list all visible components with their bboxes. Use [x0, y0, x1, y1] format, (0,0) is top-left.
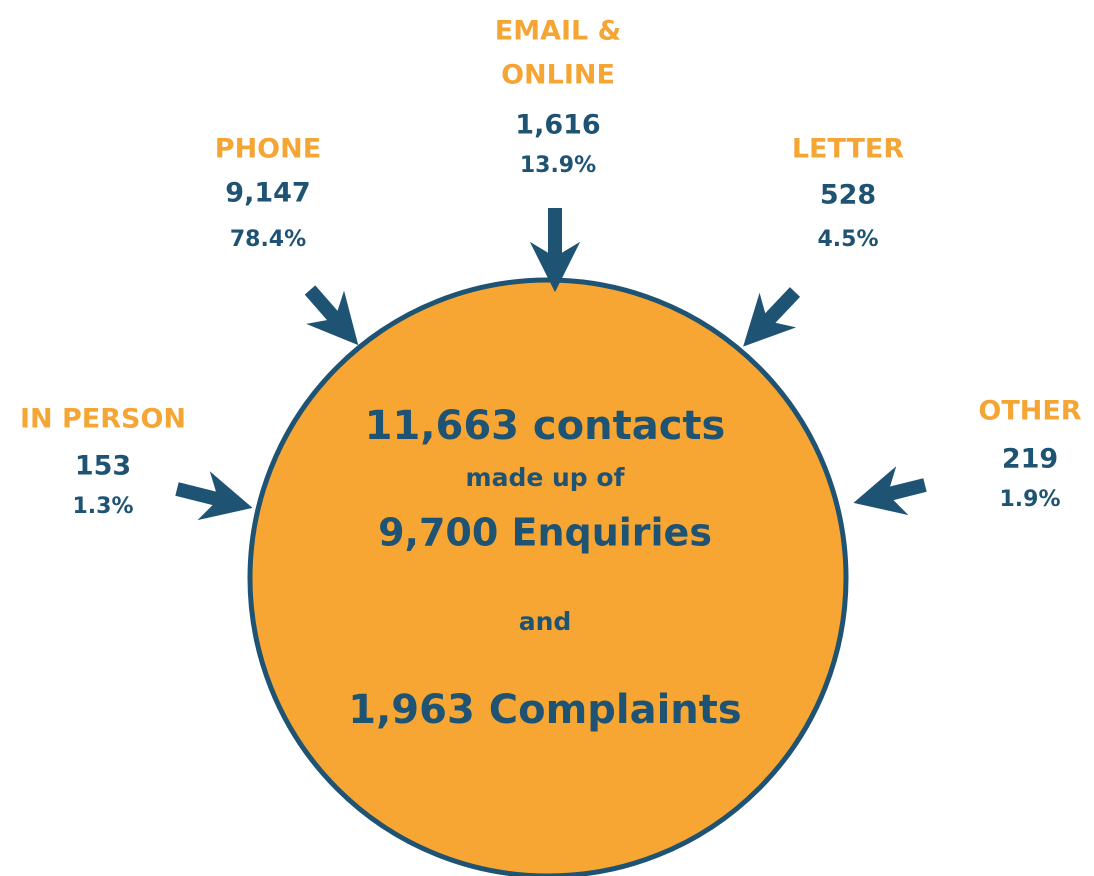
channel-label: ONLINE: [501, 60, 615, 91]
arrow: [175, 471, 253, 521]
channel-count: 528: [820, 180, 876, 211]
channel-label: IN PERSON: [20, 404, 186, 435]
channel-label: PHONE: [215, 134, 321, 165]
center-text: and: [519, 607, 572, 636]
channel-count: 1,616: [515, 110, 600, 141]
channel-label: EMAIL &: [495, 16, 621, 47]
channel-count: 153: [75, 451, 131, 482]
channel-label: OTHER: [978, 396, 1081, 427]
arrow: [853, 466, 927, 516]
channel-percent: 4.5%: [817, 227, 878, 252]
channel-percent: 78.4%: [230, 227, 306, 252]
contacts-circle: [247, 277, 849, 876]
arrow: [743, 287, 801, 347]
complaints: 1,963 Complaints: [348, 687, 741, 733]
channel-percent: 1.9%: [999, 487, 1060, 512]
total-contacts: 11,663 contacts: [365, 403, 726, 449]
channel-count: 9,147: [225, 178, 310, 209]
channel-percent: 1.3%: [72, 494, 133, 519]
center-text: made up of: [466, 463, 626, 492]
arrow: [304, 285, 359, 346]
enquiries: 9,700 Enquiries: [378, 511, 712, 555]
channel-count: 219: [1002, 444, 1058, 475]
channel-percent: 13.9%: [520, 153, 596, 178]
channel-label: LETTER: [792, 134, 905, 165]
